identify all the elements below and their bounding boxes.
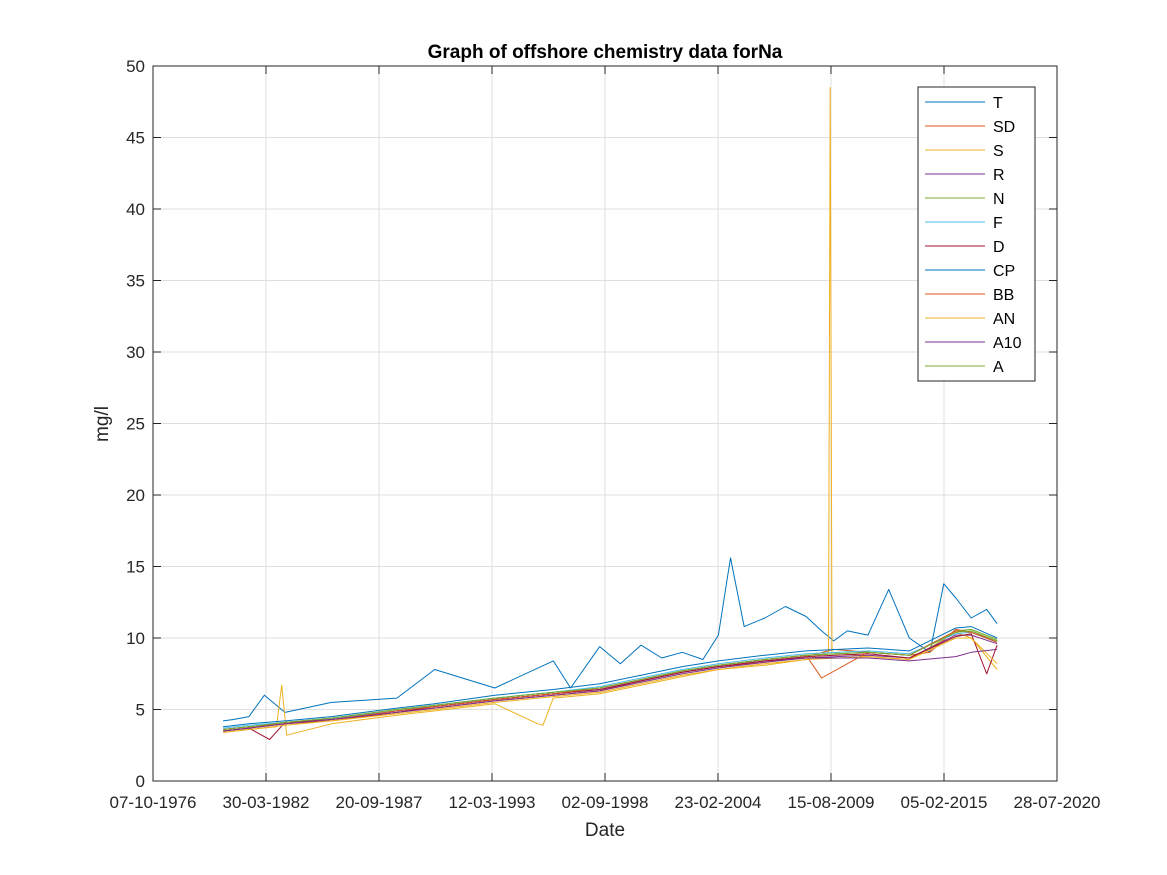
series-line-an bbox=[223, 637, 998, 733]
legend-label-cp: CP bbox=[993, 263, 1015, 280]
series-line-cp bbox=[223, 626, 998, 728]
legend-label-r: R bbox=[993, 167, 1005, 184]
y-tick-label: 5 bbox=[136, 701, 145, 720]
y-tick-label: 40 bbox=[126, 200, 145, 219]
x-tick-label: 12-03-1993 bbox=[449, 793, 536, 812]
legend-label-d: D bbox=[993, 239, 1005, 256]
y-tick-labels: 0 5 10 15 20 25 30 35 40 45 50 bbox=[126, 57, 145, 791]
x-tick-label: 07-10-1976 bbox=[110, 793, 197, 812]
series-lines bbox=[223, 87, 998, 740]
legend-label-t: T bbox=[993, 95, 1003, 112]
legend-label-f: F bbox=[993, 215, 1003, 232]
series-line-t bbox=[223, 557, 998, 722]
series-line-a10 bbox=[223, 648, 998, 732]
x-axis-label: Date bbox=[585, 820, 625, 841]
x-tick-label: 20-09-1987 bbox=[336, 793, 423, 812]
y-tick-label: 10 bbox=[126, 629, 145, 648]
legend-label-an: AN bbox=[993, 311, 1015, 328]
y-tick-label: 20 bbox=[126, 486, 145, 505]
legend-label-sd: SD bbox=[993, 119, 1015, 136]
x-tick-labels: 07-10-1976 30-03-1982 20-09-1987 12-03-1993… bbox=[110, 793, 1101, 812]
axis-ticks bbox=[152, 65, 1058, 782]
y-tick-label: 0 bbox=[136, 772, 145, 791]
y-tick-label: 25 bbox=[126, 415, 145, 434]
y-tick-label: 35 bbox=[126, 272, 145, 291]
x-tick-label: 02-09-1998 bbox=[562, 793, 649, 812]
legend-label-a10: A10 bbox=[993, 335, 1022, 352]
y-axis-label: mg/l bbox=[92, 406, 113, 442]
x-tick-label: 15-08-2009 bbox=[788, 793, 875, 812]
legend-label-bb: BB bbox=[993, 287, 1014, 304]
legend-label-a: A bbox=[993, 359, 1004, 376]
x-tick-label: 30-03-1982 bbox=[223, 793, 310, 812]
x-tick-label: 28-07-2020 bbox=[1014, 793, 1101, 812]
chart-title: Graph of offshore chemistry data forNa bbox=[428, 42, 783, 63]
legend-label-n: N bbox=[993, 191, 1005, 208]
legend-label-s: S bbox=[993, 143, 1004, 160]
y-tick-label: 45 bbox=[126, 129, 145, 148]
y-tick-label: 15 bbox=[126, 558, 145, 577]
x-tick-label: 05-02-2015 bbox=[901, 793, 988, 812]
legend-box bbox=[917, 86, 1036, 382]
x-tick-label: 23-02-2004 bbox=[675, 793, 762, 812]
series-line-a bbox=[223, 630, 998, 730]
y-tick-label: 30 bbox=[126, 343, 145, 362]
y-tick-label: 50 bbox=[126, 57, 145, 76]
